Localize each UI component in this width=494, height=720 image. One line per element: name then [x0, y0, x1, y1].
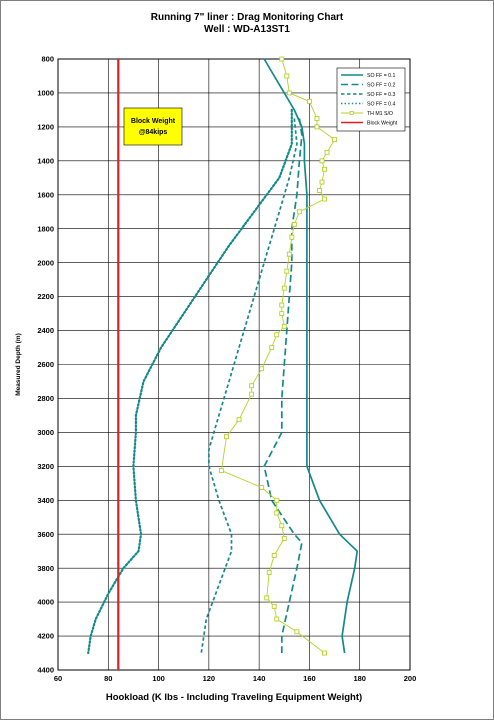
data-point-marker: [279, 523, 285, 529]
data-point-marker: [289, 234, 295, 240]
data-point-marker: [259, 366, 265, 372]
y-tick-label: 1200: [37, 122, 54, 131]
data-point-marker: [279, 302, 285, 308]
y-tick-label: 2000: [37, 258, 54, 267]
data-point-marker: [294, 629, 300, 635]
y-tick-label: 3000: [37, 428, 54, 437]
y-tick-label: 2200: [37, 292, 54, 301]
chart-subtitle: Well : WD-A13ST1: [204, 24, 290, 35]
data-point-marker: [274, 332, 280, 338]
y-tick-label: 3400: [37, 496, 54, 505]
data-point-marker: [286, 251, 292, 257]
data-point-marker: [296, 209, 302, 215]
data-point-marker: [322, 166, 327, 172]
y-tick-label: 800: [41, 55, 54, 64]
data-point-marker: [317, 188, 322, 193]
y-tick-label: 1800: [37, 224, 54, 233]
data-point-marker: [224, 434, 229, 440]
data-point-marker: [314, 115, 320, 121]
data-point-marker: [284, 268, 290, 274]
y-tick-label: 2600: [37, 360, 54, 369]
data-point-marker: [306, 98, 312, 104]
y-tick-label: 3200: [37, 462, 54, 471]
data-point-marker: [332, 137, 338, 143]
data-point-marker: [279, 56, 285, 62]
data-point-marker: [314, 124, 320, 130]
data-point-marker: [281, 285, 287, 291]
data-point-marker: [266, 569, 272, 575]
data-point-marker: [324, 149, 330, 155]
block-weight-annotation-box: [123, 107, 183, 146]
y-tick-label: 3600: [37, 530, 54, 539]
y-tick-label: 1600: [37, 190, 54, 199]
y-tick-label: 2400: [37, 326, 54, 335]
x-tick-label: 100: [152, 674, 165, 683]
data-point-marker: [286, 90, 292, 96]
x-tick-label: 200: [404, 674, 417, 683]
data-point-marker: [322, 196, 327, 202]
legend-box: [336, 67, 406, 132]
legend-label-1: SO FF = 0.1: [367, 73, 396, 79]
y-tick-label: 2800: [37, 394, 54, 403]
data-point-marker: [236, 417, 242, 423]
y-tick-label: 4200: [37, 632, 54, 641]
data-point-marker: [319, 158, 325, 164]
data-point-marker: [279, 311, 285, 317]
y-axis-label: Measured Depth (m): [15, 333, 22, 395]
data-point-marker: [269, 345, 275, 350]
data-point-marker: [281, 536, 287, 541]
data-point-marker: [249, 383, 255, 389]
block-weight-annotation-line2: @84kips: [139, 129, 168, 136]
data-point-marker: [218, 468, 224, 474]
x-tick-label: 140: [253, 674, 266, 683]
data-point-marker: [274, 510, 280, 516]
data-point-marker: [264, 595, 270, 601]
block-weight-annotation-line1: Block Weight: [131, 118, 176, 125]
series-line-2: [263, 118, 303, 653]
data-point-marker: [271, 603, 277, 609]
data-point-marker: [281, 323, 287, 329]
y-tick-label: 1400: [37, 156, 54, 165]
y-tick-label: 1000: [37, 89, 54, 98]
data-point-marker: [322, 650, 327, 656]
y-tick-label: 4400: [37, 666, 54, 675]
data-point-marker: [249, 391, 255, 397]
data-point-marker: [274, 497, 280, 503]
legend-label-2: SO FF = 0.2: [367, 82, 396, 88]
x-axis-label: Hookload (K lbs - Including Traveling Eq…: [106, 692, 362, 703]
data-point-marker: [271, 552, 277, 558]
series-line-3: [200, 118, 298, 654]
x-tick-label: 60: [54, 674, 62, 683]
data-point-marker: [319, 179, 325, 185]
legend-marker: [349, 111, 354, 116]
legend-label-4: SO FF = 0.4: [367, 101, 396, 107]
x-tick-label: 80: [104, 674, 112, 683]
y-tick-label: 4000: [37, 598, 54, 607]
x-tick-label: 180: [353, 674, 366, 683]
y-tick-label: 3800: [37, 564, 54, 573]
chart-title: Running 7" liner : Drag Monitoring Chart: [150, 12, 344, 23]
data-point-marker: [284, 73, 290, 79]
x-tick-label: 160: [303, 674, 316, 683]
legend-label-5: TH M1 S/O: [367, 111, 393, 117]
data-point-marker: [274, 616, 280, 622]
legend: SO FF = 0.1 SO FF = 0.2 SO FF = 0.3 SO FF =…: [336, 67, 406, 132]
legend-label-6: Block Weight: [367, 120, 398, 126]
data-point-marker: [259, 485, 265, 490]
series-line-4: [87, 108, 293, 655]
x-tick-label: 120: [203, 674, 216, 683]
legend-label-3: SO FF = 0.3: [367, 92, 396, 98]
data-point-marker: [291, 222, 297, 227]
